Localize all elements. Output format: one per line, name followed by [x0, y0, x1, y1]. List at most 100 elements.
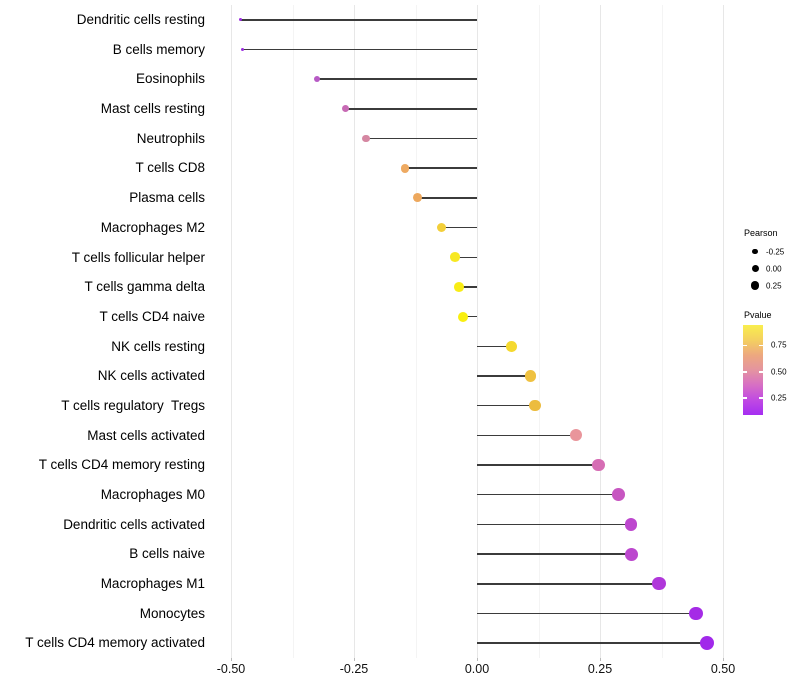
data-point — [570, 429, 583, 442]
colorbar-tick-mark — [759, 344, 763, 346]
colorbar-tick-label: 0.25 — [771, 393, 787, 403]
lollipop-stem — [240, 19, 477, 21]
lollipop-row: Dendritic cells activated — [0, 510, 740, 540]
colorbar-tick-label: 0.75 — [771, 340, 787, 350]
category-label: T cells CD4 memory activated — [25, 635, 205, 651]
category-label: T cells CD4 naive — [99, 308, 205, 324]
size-legend-title: Pearson — [744, 228, 778, 238]
lollipop-stem — [417, 197, 477, 199]
legend: Pearson -0.25 0.00 0.25 Pvalue 0.75 0.50 0.2… — [735, 228, 800, 415]
category-label: T cells regulatory Tregs — [61, 397, 205, 413]
x-tick-mark — [354, 658, 355, 661]
colorbar-tick-label: 0.50 — [771, 367, 787, 377]
major-gridline — [600, 5, 601, 658]
x-tick-label: -0.50 — [216, 662, 246, 676]
data-point — [450, 252, 461, 263]
lollipop-stem — [477, 523, 631, 526]
x-tick-mark — [477, 658, 478, 661]
data-point — [652, 577, 666, 591]
category-label: Macrophages M1 — [100, 576, 205, 592]
category-label: Neutrophils — [136, 130, 205, 146]
category-label: Dendritic cells resting — [76, 12, 205, 28]
category-label: Macrophages M2 — [100, 219, 205, 235]
lollipop-row: Mast cells activated — [0, 421, 740, 451]
data-point — [525, 370, 537, 382]
x-tick-label: 0.00 — [464, 662, 490, 676]
size-legend-dot — [752, 248, 758, 255]
size-legend-item: -0.25 — [735, 243, 800, 260]
lollipop-row: NK cells activated — [0, 361, 740, 391]
x-tick-mark — [723, 658, 724, 661]
data-point — [453, 282, 464, 292]
category-label: Macrophages M0 — [100, 486, 205, 502]
data-point — [611, 488, 625, 502]
lollipop-row: Neutrophils — [0, 124, 740, 154]
lollipop-row: Dendritic cells resting — [0, 5, 740, 35]
color-legend-title: Pvalue — [744, 310, 772, 320]
data-point — [341, 105, 349, 113]
category-label: Mast cells activated — [87, 427, 205, 443]
data-point — [458, 311, 469, 322]
data-point — [506, 340, 517, 352]
category-label: Mast cells resting — [100, 101, 205, 117]
lollipop-stem — [317, 78, 477, 80]
lollipop-stem — [477, 493, 619, 496]
lollipop-stem — [477, 464, 599, 466]
lollipop-row: B cells memory — [0, 35, 740, 65]
color-legend: Pvalue 0.75 0.50 0.25 — [735, 310, 800, 415]
lollipop-stem — [441, 226, 477, 229]
minor-gridline — [661, 5, 663, 658]
x-tick-label: 0.50 — [710, 662, 736, 676]
lollipop-row: Eosinophils — [0, 64, 740, 94]
lollipop-row: T cells CD4 memory resting — [0, 450, 740, 480]
lollipop-row: Plasma cells — [0, 183, 740, 213]
data-point — [361, 134, 370, 143]
lollipop-row: B cells naive — [0, 539, 740, 569]
colorbar-tick-mark — [743, 344, 747, 346]
x-tick-mark — [600, 658, 601, 661]
major-gridline — [723, 5, 724, 658]
lollipop-row: T cells CD4 memory activated — [0, 628, 740, 658]
data-point — [241, 47, 245, 52]
data-point — [625, 547, 638, 561]
colorbar-tick-mark — [759, 371, 763, 373]
lollipop-stem — [477, 345, 512, 348]
size-legend-label: 0.00 — [766, 264, 782, 273]
data-point — [592, 458, 605, 472]
category-label: Dendritic cells activated — [63, 516, 205, 532]
size-legend-item: 0.25 — [735, 277, 800, 294]
lollipop-stem — [463, 315, 477, 318]
category-label: Plasma cells — [129, 190, 205, 206]
lollipop-row: T cells CD8 — [0, 153, 740, 183]
lollipop-row: Monocytes — [0, 599, 740, 629]
lollipop-stem — [405, 167, 477, 169]
category-label: NK cells activated — [97, 368, 205, 384]
pvalue-colorbar: 0.75 0.50 0.25 — [743, 325, 787, 415]
data-point — [436, 222, 447, 233]
lollipop-row: T cells follicular helper — [0, 242, 740, 272]
category-label: NK cells resting — [111, 338, 205, 354]
category-label: T cells gamma delta — [84, 279, 205, 295]
data-point — [400, 163, 410, 173]
data-point — [529, 400, 541, 412]
colorbar-tick-mark — [743, 397, 747, 399]
data-point — [624, 517, 638, 531]
major-gridline — [354, 5, 355, 658]
lollipop-stem — [455, 256, 477, 259]
minor-gridline — [538, 5, 540, 658]
size-legend-items: -0.25 0.00 0.25 — [735, 243, 800, 294]
lollipop-row: Macrophages M1 — [0, 569, 740, 599]
category-label: T cells follicular helper — [71, 249, 205, 265]
lollipop-row: Mast cells resting — [0, 94, 740, 124]
lollipop-stem — [477, 583, 660, 585]
x-tick-label: -0.25 — [339, 662, 369, 676]
data-point — [689, 606, 703, 621]
lollipop-stem — [365, 137, 477, 140]
lollipop-row: NK cells resting — [0, 332, 740, 362]
colorbar-tick-mark — [759, 397, 763, 399]
lollipop-stem — [477, 375, 531, 377]
data-point — [239, 18, 243, 22]
lollipop-row: T cells CD4 naive — [0, 302, 740, 332]
lollipop-row: Macrophages M2 — [0, 213, 740, 243]
